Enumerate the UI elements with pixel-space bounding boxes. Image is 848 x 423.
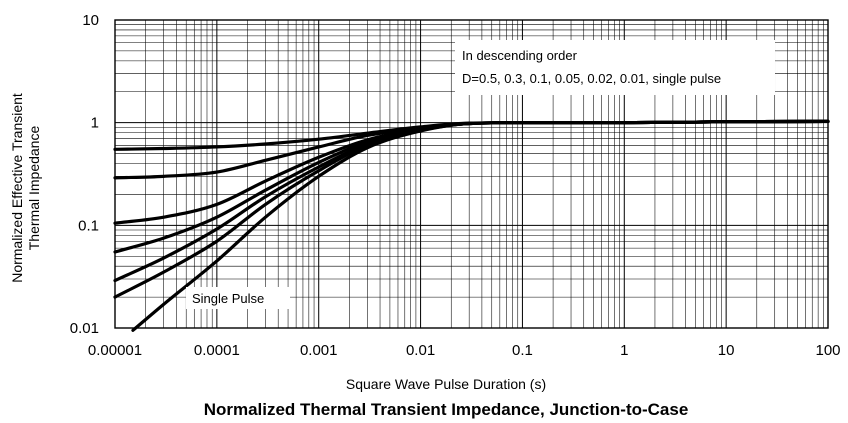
x-tick-label: 1 xyxy=(620,342,628,359)
y-tick-label: 0.1 xyxy=(78,217,99,234)
curves xyxy=(113,119,830,332)
plot-frame xyxy=(114,19,829,329)
series-line-6 xyxy=(131,119,830,332)
y-tick-label: 10 xyxy=(82,12,99,29)
y-tick-label: 1 xyxy=(91,115,99,132)
legend-line-1: In descending order xyxy=(462,48,578,63)
legend-box xyxy=(455,40,775,95)
series-line-0 xyxy=(113,119,830,151)
x-tick-label: 10 xyxy=(718,342,735,359)
y-tick-label: 0.01 xyxy=(70,320,99,337)
x-tick-label: 0.01 xyxy=(406,342,435,359)
x-tick-label: 0.1 xyxy=(512,342,533,359)
tick-labels: 0.00001 0.0001 0.001 0.01 0.1 1 10 100 0.01 0.1 1 1… xyxy=(70,12,841,359)
x-tick-label: 0.00001 xyxy=(88,342,142,359)
series-line-1 xyxy=(113,119,830,180)
series-line-3 xyxy=(113,119,830,254)
chart-title: Normalized Thermal Transient Impedance, … xyxy=(204,400,689,419)
legend-line-2: D=0.5, 0.3, 0.1, 0.05, 0.02, 0.01, singl… xyxy=(462,71,721,86)
x-tick-label: 0.0001 xyxy=(194,342,240,359)
y-axis-label-line-2: Thermal Impedance xyxy=(26,126,42,251)
single-pulse-label-box xyxy=(186,287,290,309)
single-pulse-label: Single Pulse xyxy=(192,291,264,306)
annotations: In descending order D=0.5, 0.3, 0.1, 0.0… xyxy=(186,40,775,309)
x-axis-label: Square Wave Pulse Duration (s) xyxy=(346,376,546,392)
x-tick-label: 100 xyxy=(815,342,840,359)
y-axis-label-line-1: Normalized Effective Transient xyxy=(9,93,25,283)
x-tick-label: 0.001 xyxy=(300,342,338,359)
